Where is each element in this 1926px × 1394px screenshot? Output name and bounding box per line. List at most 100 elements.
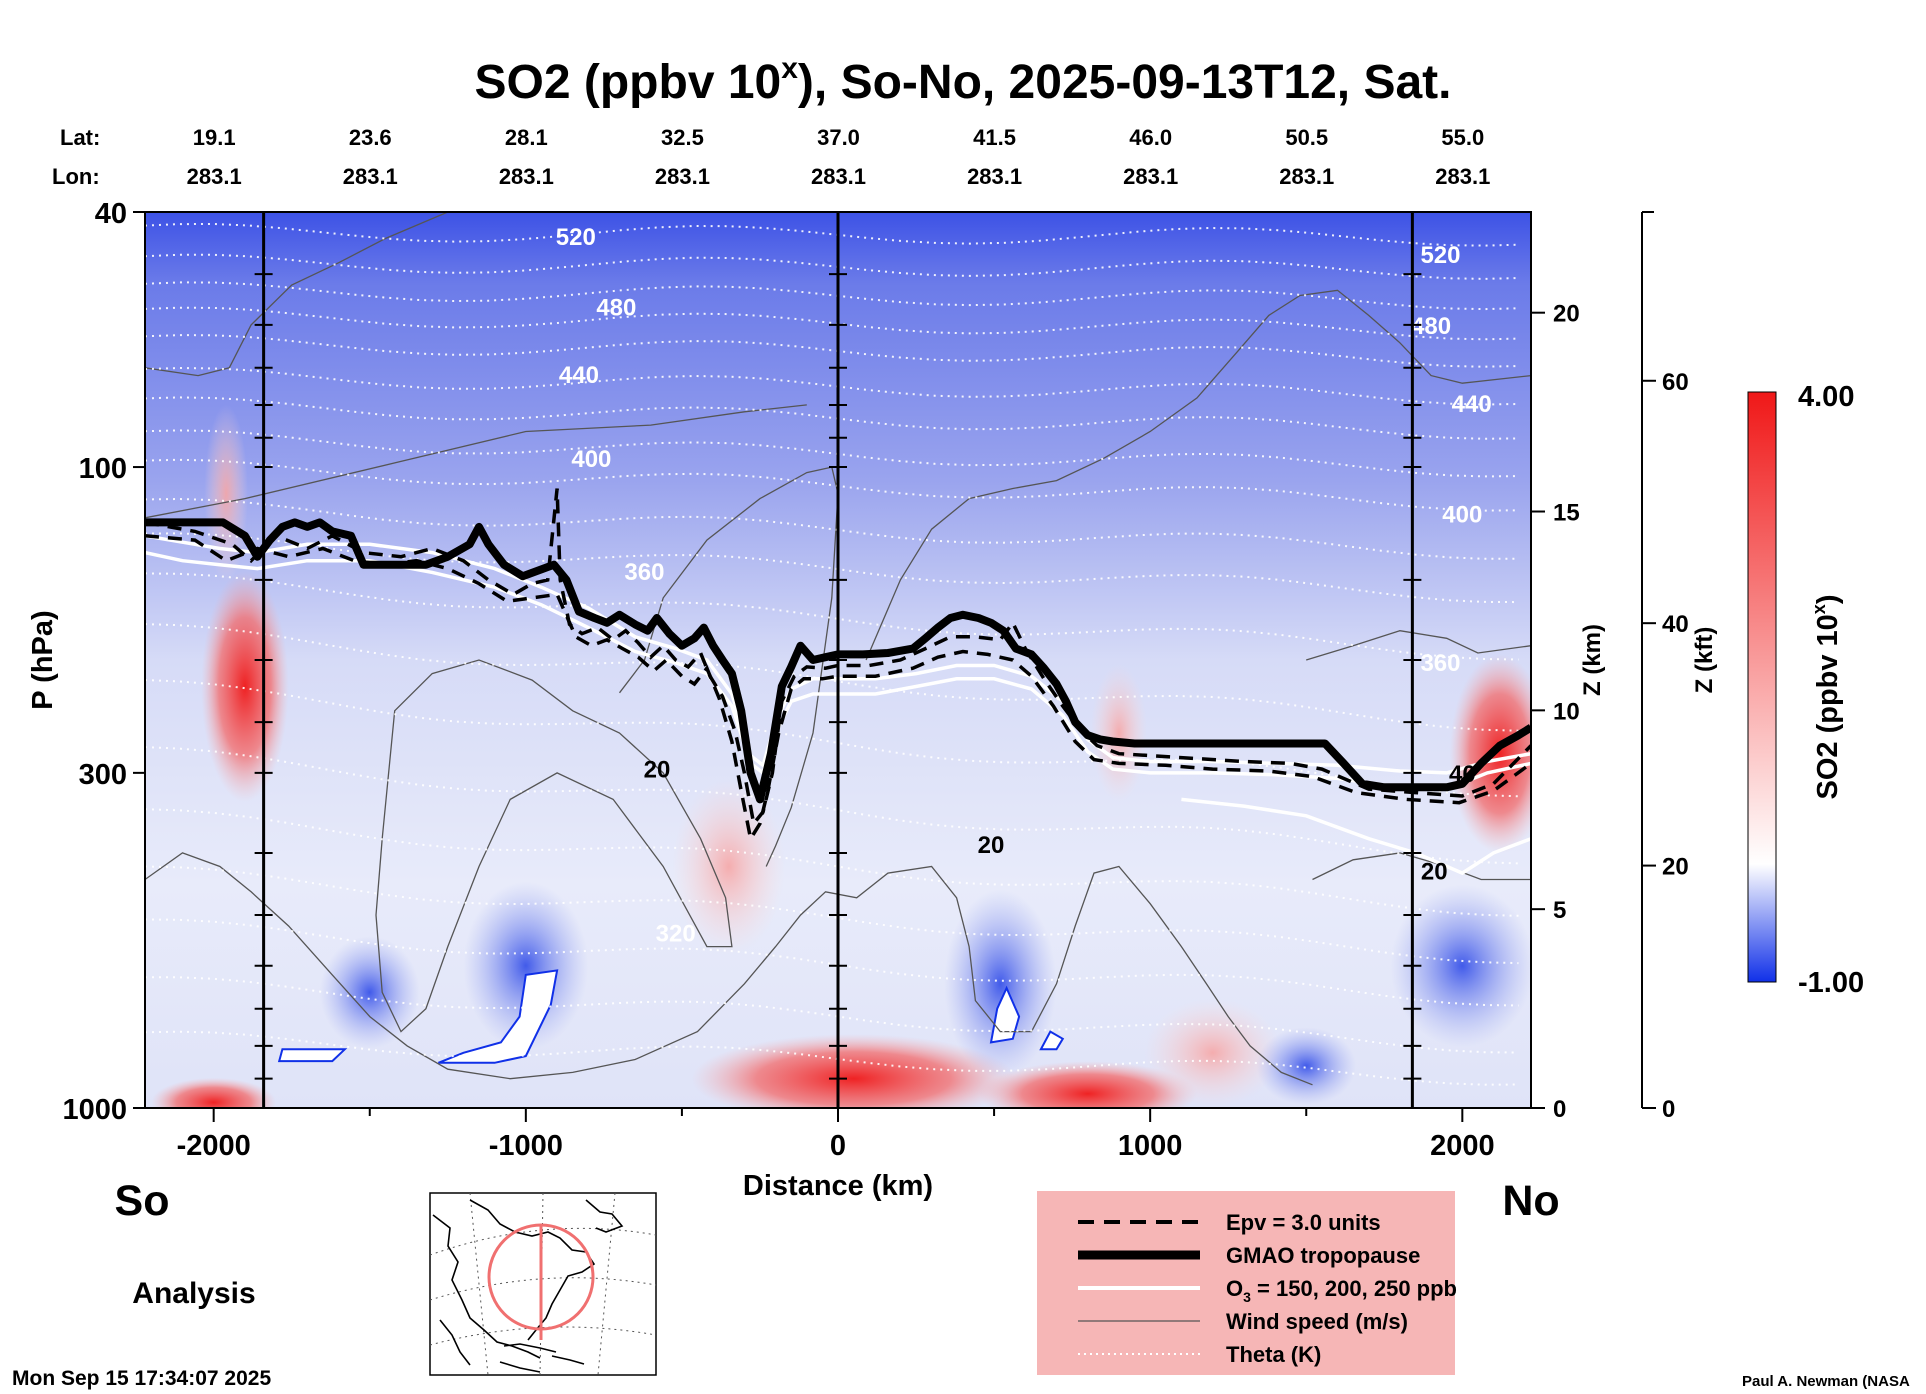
colorbar-max-label: 4.00: [1798, 381, 1854, 413]
wind-contour: [1306, 630, 1531, 661]
theta-contour: [145, 497, 1519, 560]
p-tick-label: 40: [95, 198, 127, 230]
lon-value: 283.1: [1435, 164, 1490, 189]
theta-label: 360: [1420, 650, 1460, 677]
lat-value: 23.6: [349, 125, 392, 150]
inset-map-frame: [429, 1192, 657, 1376]
lat-value: 28.1: [505, 125, 548, 150]
x-tick-label: 2000: [1430, 1130, 1495, 1162]
z-km-tick-label: 20: [1553, 301, 1580, 328]
wind-contour: [375, 659, 733, 1033]
so2-low-center-north: [944, 889, 1057, 1078]
z-kft-tick-label: 20: [1662, 854, 1689, 881]
lon-value: 283.1: [811, 164, 866, 189]
section-markers: [254, 212, 1422, 1108]
gmao-tropopause: [145, 518, 1531, 804]
theta-contour: [145, 679, 1519, 798]
theta-contour: [145, 865, 1519, 965]
wind-label: 40: [1449, 761, 1476, 788]
theta-contour: [145, 532, 1519, 604]
z-kft-axis-label: Z (kft): [1691, 627, 1718, 694]
z-km-tick-label: 15: [1553, 500, 1580, 527]
theta-label: 520: [556, 224, 596, 251]
epv-contour: [145, 488, 1531, 828]
wind-label: 20: [1421, 858, 1448, 885]
lat-value: 41.5: [973, 125, 1016, 150]
lon-value: 283.1: [967, 164, 1022, 189]
credit: Paul A. Newman (NASA: [1742, 1373, 1910, 1390]
so2-high-northern: [1449, 654, 1531, 853]
theta-contour: [145, 572, 1519, 661]
wind-contour: [145, 852, 1313, 1086]
theta-contour: [145, 746, 1519, 865]
colorbar-label: SO2 (ppbv 10x): [1809, 594, 1844, 799]
theta-contour: [145, 808, 1519, 917]
colorbar-ramp: [1747, 391, 1777, 983]
legend-ozone-label: O3 = 150, 200, 250 ppb: [1226, 1276, 1457, 1305]
theta-contours: [145, 222, 1519, 1086]
plot-area: 520 520 480 480 440 440 400 400 360 360 320 20 20 40 2…: [145, 212, 1531, 1108]
colorbar: 4.00 -1.00 SO2 (ppbv 10x): [1747, 381, 1864, 999]
p-tick-label: 1000: [62, 1094, 127, 1126]
timestamp: Mon Sep 15 17:34:07 2025: [12, 1367, 271, 1390]
lon-value: 283.1: [1279, 164, 1334, 189]
ozone-contour: [1181, 797, 1531, 876]
lon-header-label: Lon:: [52, 164, 100, 189]
wind-contour: [145, 212, 449, 377]
p-tick-label: 300: [79, 759, 127, 791]
wind-contour: [145, 404, 807, 519]
lat-header-label: Lat:: [60, 125, 100, 150]
z-kft-tick-label: 60: [1662, 369, 1689, 396]
so2-low-southern: [319, 936, 420, 1049]
missing-data-patch: [1039, 1030, 1065, 1051]
z-kft-tick-label: 40: [1662, 611, 1689, 638]
so2-moderate-north: [1090, 664, 1148, 802]
lat-lon-header: Lat: Lon: 19.1 23.6 28.1 32.5 37.0 41.5 46.0 50…: [52, 125, 1490, 189]
lon-value: 283.1: [343, 164, 398, 189]
lat-value: 55.0: [1441, 125, 1484, 150]
wind-label: 20: [978, 832, 1005, 859]
so2-moderate-lower: [1143, 998, 1282, 1107]
z-km-axis-label: Z (km): [1579, 624, 1606, 696]
theta-contour: [145, 976, 1519, 1054]
lon-value: 283.1: [499, 164, 554, 189]
x-tick-label: 0: [830, 1130, 846, 1162]
missing-data-patch: [438, 969, 559, 1064]
lon-value: 283.1: [187, 164, 242, 189]
epv-contour: [145, 534, 1531, 844]
analysis-label: Analysis: [132, 1277, 255, 1310]
epv-contours: [145, 488, 1531, 844]
y-axis-label: P (hPa): [27, 610, 59, 709]
p-tick-label: 100: [79, 453, 127, 485]
so2-high-surface-center: [691, 1034, 1016, 1108]
legend: Epv = 3.0 units GMAO tropopause O3 = 150…: [1037, 1191, 1457, 1375]
theta-label: 360: [624, 559, 664, 586]
so2-moderate-center: [672, 778, 785, 955]
lon-value: 283.1: [1123, 164, 1178, 189]
theta-label: 520: [1420, 242, 1460, 269]
theta-label: 400: [1442, 501, 1482, 528]
legend-theta-label: Theta (K): [1226, 1342, 1321, 1367]
contour-labels: 520 520 480 480 440 440 400 400 360 360 320 20 20 40 2…: [556, 224, 1492, 948]
wind-label: 20: [644, 756, 671, 783]
tropopause-line: [145, 518, 1531, 804]
so2-field: [151, 404, 1531, 1108]
theta-contour: [145, 623, 1519, 732]
z-km-tick-label: 0: [1553, 1096, 1566, 1123]
theta-label: 400: [571, 446, 611, 473]
south-end-label: So: [115, 1177, 170, 1225]
inset-map: [429, 1192, 657, 1376]
missing-data-patch: [277, 1048, 348, 1063]
wind-contour: [1312, 852, 1531, 881]
chart-title: SO2 (ppbv 10x), So-No, 2025-09-13T12, Sa…: [474, 52, 1451, 109]
legend-epv-label: Epv = 3.0 units: [1226, 1210, 1381, 1235]
lon-value: 283.1: [655, 164, 710, 189]
z-km-tick-label: 10: [1553, 698, 1580, 725]
so2-high-southern: [201, 571, 289, 802]
so2-high-surface-south: [151, 1077, 277, 1108]
x-axis-label: Distance (km): [743, 1170, 933, 1202]
legend-tropopause-label: GMAO tropopause: [1226, 1243, 1420, 1268]
x-tick-label: -1000: [489, 1130, 563, 1162]
legend-wind-label: Wind speed (m/s): [1226, 1309, 1408, 1334]
